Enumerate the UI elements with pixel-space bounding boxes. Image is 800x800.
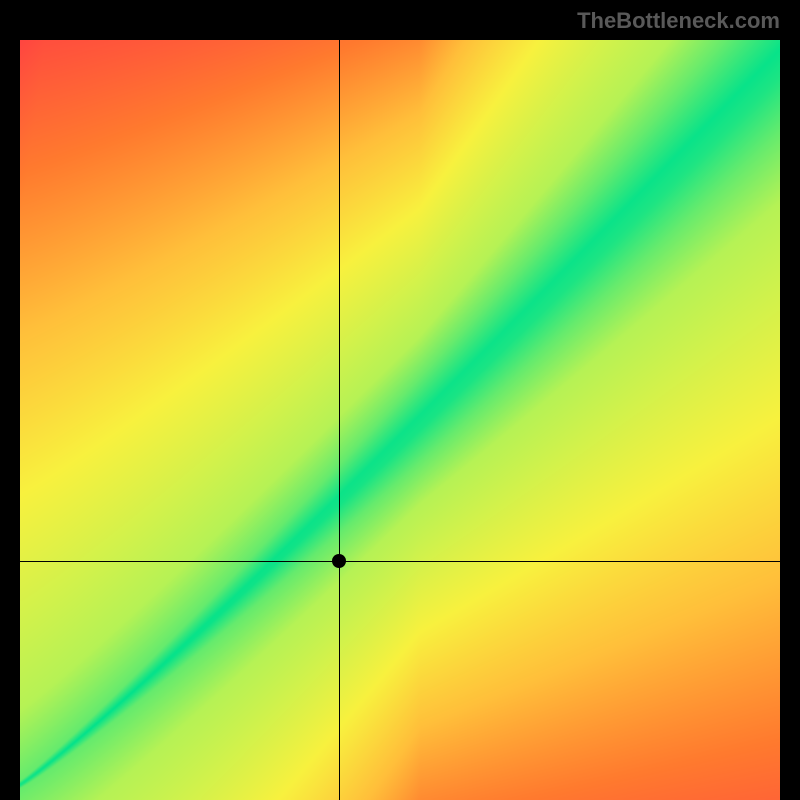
attribution-text: TheBottleneck.com	[577, 8, 780, 34]
marker-dot	[332, 554, 346, 568]
heatmap-canvas	[20, 40, 780, 800]
crosshair-vertical	[339, 40, 340, 800]
crosshair-horizontal	[20, 561, 780, 562]
bottleneck-heatmap	[20, 40, 780, 800]
